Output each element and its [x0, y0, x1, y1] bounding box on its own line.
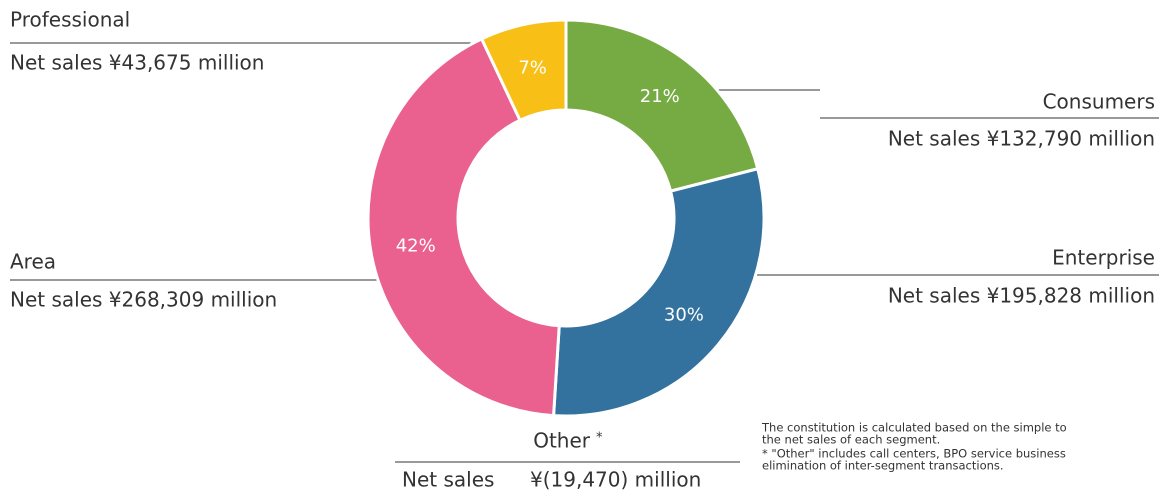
- value-label: 7%: [518, 58, 547, 79]
- sales-label: Net sales ¥268,309 million: [10, 288, 277, 312]
- footnote: * "Other" includes call centers, BPO ser…: [762, 447, 1066, 461]
- slice: [479, 18, 568, 123]
- footnote: elimination of inter-segment transaction…: [762, 459, 1004, 473]
- value-label: 42%: [396, 236, 436, 257]
- category-label: Consumers: [1043, 90, 1155, 114]
- value-label: 21%: [640, 86, 680, 107]
- slice: [564, 18, 760, 193]
- category-label: Area: [10, 250, 56, 274]
- other-label: Other: [533, 429, 591, 453]
- sales-label: Net sales ¥132,790 million: [888, 127, 1155, 151]
- other-sales-amount: ¥(19,470) million: [530, 468, 701, 492]
- other-marker: *: [596, 431, 603, 446]
- value-label: 30%: [664, 305, 704, 326]
- category-label: Professional: [10, 8, 130, 32]
- slice: [551, 166, 766, 418]
- footnote: The constitution is calculated based on …: [761, 421, 1067, 435]
- slice: [366, 36, 561, 418]
- footnote: the net sales of each segment.: [762, 433, 940, 447]
- sales-label: Net sales ¥195,828 million: [888, 284, 1155, 308]
- other-sales-label: Net sales: [402, 468, 494, 492]
- sales-label: Net sales ¥43,675 million: [10, 51, 264, 75]
- category-label: Enterprise: [1052, 246, 1155, 270]
